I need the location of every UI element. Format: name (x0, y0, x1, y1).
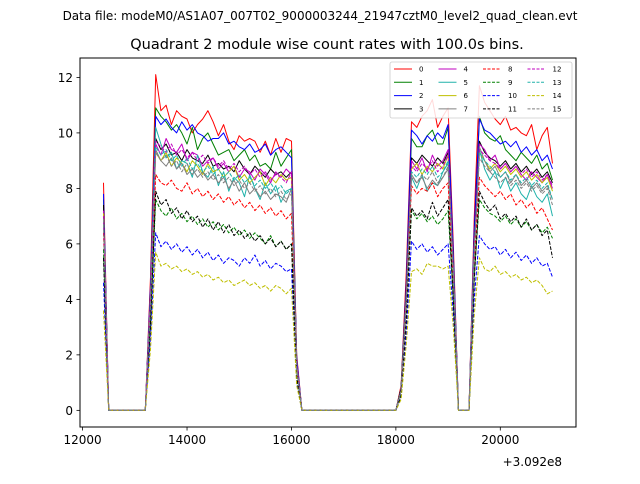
legend-label-8: 8 (508, 66, 512, 74)
y-axis: 0 2 4 6 8 10 12 (58, 71, 80, 418)
series-line-10 (103, 232, 553, 411)
legend-label-9: 9 (508, 79, 512, 87)
legend-label-14: 14 (553, 92, 562, 100)
series-line-9 (103, 199, 553, 411)
y-tick-label: 12 (58, 71, 73, 85)
x-offset-label: +3.092e8 (503, 455, 562, 469)
data-file-suptitle: Data file: modeM0/AS1A07_007T02_90000032… (63, 9, 578, 23)
legend-label-4: 4 (464, 66, 469, 74)
legend-label-7: 7 (464, 106, 468, 114)
series-line-8 (103, 174, 553, 411)
x-tick-label: 20000 (481, 433, 519, 447)
legend-label-11: 11 (508, 106, 517, 114)
axes-frame (79, 57, 577, 428)
y-tick-label: 2 (65, 348, 73, 362)
chart-title: Quadrant 2 module wise count rates with … (130, 37, 524, 53)
y-tick-label: 0 (65, 404, 73, 418)
x-tick-label: 18000 (377, 433, 415, 447)
y-tick-label: 6 (65, 237, 73, 251)
legend-label-3: 3 (419, 106, 423, 114)
legend-label-2: 2 (419, 92, 423, 100)
x-tick-label: 12000 (64, 433, 102, 447)
x-axis: 12000 14000 16000 18000 20000 (64, 427, 519, 447)
x-tick-label: 16000 (272, 433, 310, 447)
legend-box (389, 61, 573, 119)
legend-label-0: 0 (419, 66, 423, 74)
legend-label-5: 5 (464, 79, 468, 87)
legend-label-13: 13 (553, 79, 562, 87)
legend-label-12: 12 (553, 66, 562, 74)
y-tick-label: 4 (65, 293, 73, 307)
legend-label-10: 10 (508, 92, 517, 100)
legend-label-6: 6 (464, 92, 469, 100)
plot-lines (103, 74, 553, 411)
series-line-15 (103, 151, 553, 411)
legend-label-15: 15 (553, 106, 562, 114)
y-tick-label: 10 (58, 126, 73, 140)
x-tick-label: 14000 (168, 433, 206, 447)
y-tick-label: 8 (65, 182, 73, 196)
legend-label-1: 1 (419, 79, 423, 87)
